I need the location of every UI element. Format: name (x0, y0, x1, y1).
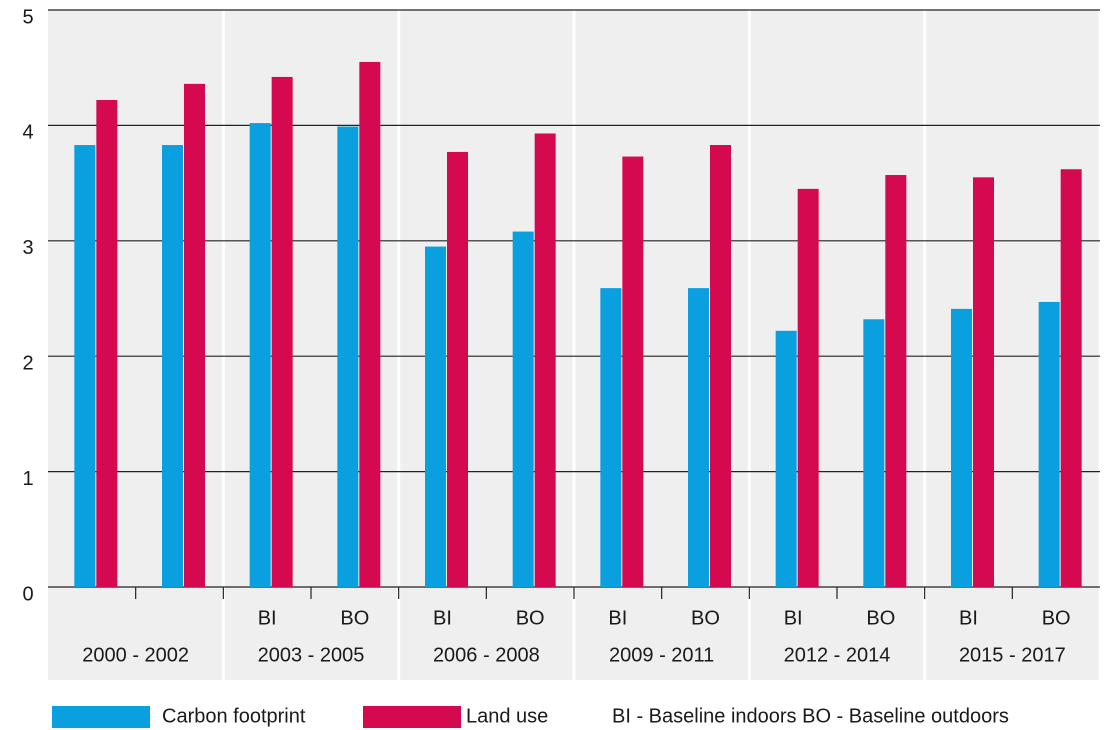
x-tick-label: BI (959, 607, 978, 629)
legend-label: Land use (466, 705, 548, 727)
y-tick-label: 2 (22, 352, 33, 374)
y-tick-label: 3 (22, 237, 33, 259)
bar (973, 177, 994, 587)
legend-swatch (52, 706, 150, 728)
group-label: 2006 - 2008 (433, 644, 540, 666)
bar (359, 61, 381, 588)
group-label: 2003 - 2005 (258, 644, 365, 666)
y-tick-label: 1 (22, 468, 33, 490)
legend-note: BI - Baseline indoors BO - Baseline outd… (612, 705, 1009, 727)
bar (425, 246, 446, 587)
group-label: 2000 - 2002 (82, 644, 189, 666)
x-tick-label: BO (691, 607, 720, 629)
bar (600, 288, 622, 587)
bar (447, 151, 468, 587)
legend-swatch (363, 706, 461, 728)
bar (74, 145, 96, 587)
x-tick-label: BI (258, 607, 277, 629)
legend-label: Carbon footprint (162, 705, 306, 727)
bar (1038, 301, 1060, 587)
bar (1060, 169, 1082, 587)
bar (951, 308, 972, 587)
bar (797, 188, 819, 587)
x-tick-label: BI (433, 607, 452, 629)
bar (512, 231, 534, 587)
x-tick-label: BO (340, 607, 369, 629)
bar (162, 145, 183, 587)
y-tick-label: 5 (22, 6, 33, 28)
x-tick-label: BO (516, 607, 545, 629)
x-tick-label: BI (608, 607, 627, 629)
bar (96, 100, 118, 588)
group-label: 2015 - 2017 (959, 644, 1066, 666)
bar (885, 175, 907, 587)
x-tick-label: BO (1042, 607, 1071, 629)
bar (249, 123, 271, 587)
group-label: 2009 - 2011 (609, 644, 714, 666)
bar (775, 330, 797, 587)
bar (184, 83, 205, 587)
bar (271, 76, 293, 587)
x-tick-label: BI (784, 607, 803, 629)
bar (688, 288, 709, 587)
bar (337, 126, 359, 587)
bar (622, 156, 644, 588)
y-tick-label: 0 (22, 583, 33, 605)
y-tick-label: 4 (22, 122, 33, 144)
group-label: 2012 - 2014 (784, 644, 891, 666)
bar (534, 133, 556, 587)
bar (863, 319, 885, 587)
x-tick-label: BO (866, 607, 895, 629)
bar (710, 145, 731, 587)
